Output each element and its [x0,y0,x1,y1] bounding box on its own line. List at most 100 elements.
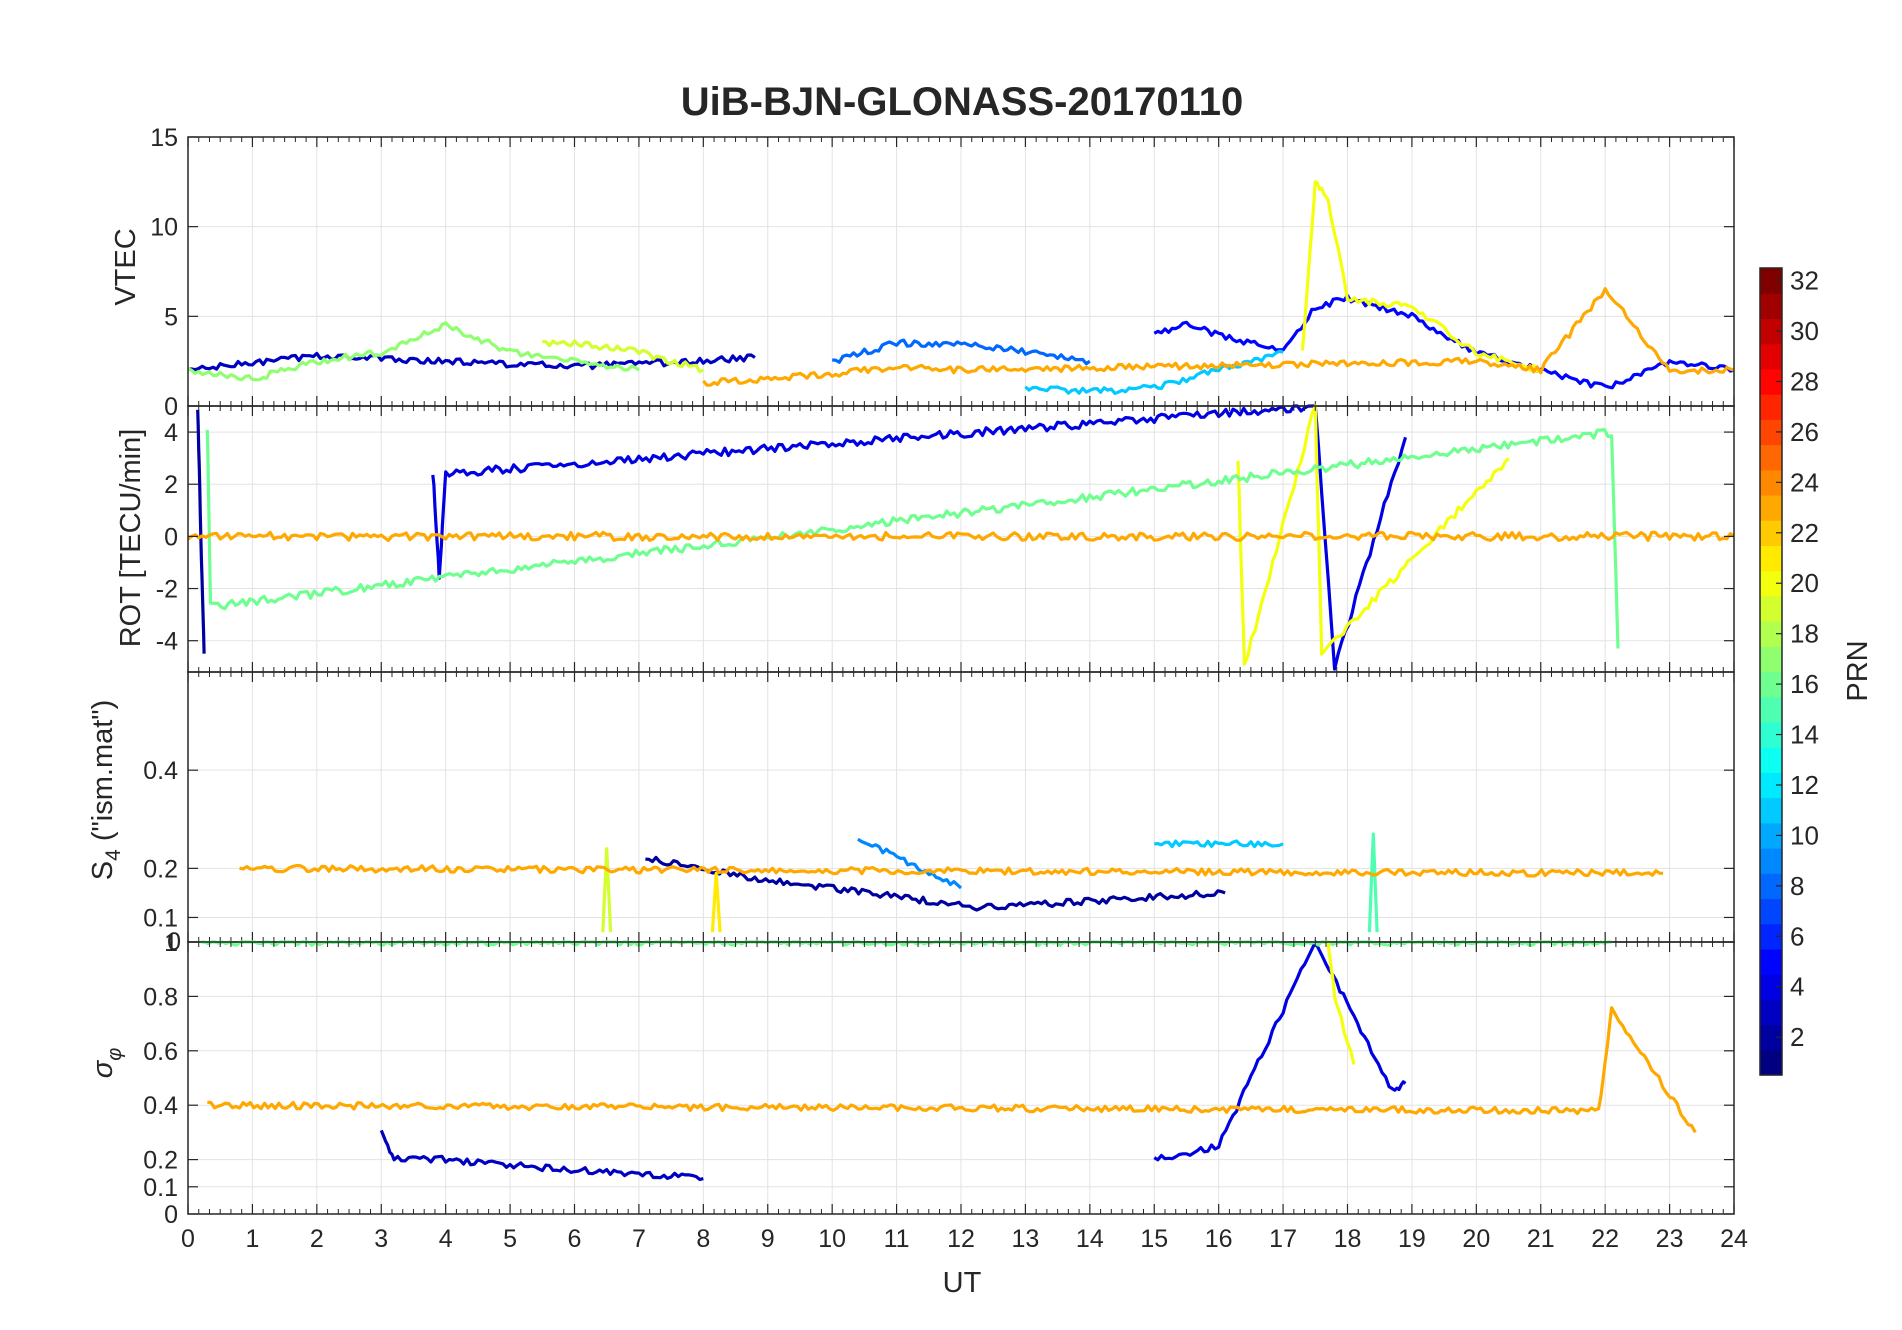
rot-ytick-labels: -4 -2 0 2 4 [156,419,178,656]
sigma-phi-y-label-subscript: φ [104,1048,126,1061]
colorbar-tick-label: 22 [1790,518,1819,548]
colorbar-tick-label: 4 [1790,972,1804,1002]
x-tick-label: 23 [1656,1225,1684,1253]
vtec-series-prn-3 [187,351,756,372]
sigma-phi-y-label-main: σ [87,1059,119,1078]
s4-y-label: S4 ("ism.mat") [87,700,125,881]
rot-series-prn-23 [187,530,1735,542]
x-tick-label: 6 [568,1225,582,1253]
x-tick-label: 13 [1012,1225,1040,1253]
rot-panel: -4 -2 0 2 4 ROT [TECU/min] [115,404,1735,673]
s4-y-label-rest: ("ism.mat") [87,700,119,849]
x-tick-label: 20 [1462,1225,1490,1253]
colorbar-tick-label: 26 [1790,417,1819,447]
colorbar-tick-label: 12 [1790,770,1819,800]
chart-title: UiB-BJN-GLONASS-20170110 [681,80,1243,124]
colorbar-tick-label: 24 [1790,467,1819,497]
colorbar-label: PRN [1842,640,1874,701]
sig-ytick-label: 1 [164,929,178,957]
x-tick-label: 18 [1334,1225,1362,1253]
vtec-ytick-label: 0 [164,393,178,421]
colorbar-swatch-prn-2 [1760,1024,1782,1051]
sig-ytick-label: 0.1 [143,1174,178,1202]
s4-ytick-label: 0.2 [143,855,178,883]
rot-series-prn-16 [205,428,1620,649]
colorbar-swatch-prn-23 [1760,494,1782,521]
x-tick-label: 22 [1591,1225,1619,1253]
vtec-series-prn-19 [542,339,704,374]
colorbar-tick-label: 10 [1790,820,1819,850]
x-tick-label: 0 [181,1225,195,1253]
x-axis-label: UT [943,1267,982,1299]
colorbar-swatch-prn-30 [1760,318,1782,345]
colorbar-tick-label: 32 [1790,266,1819,296]
colorbar-swatch-prn-11 [1760,797,1782,824]
colorbar-swatch-prn-10 [1760,822,1782,849]
vtec-series-prn-17 [187,321,640,382]
x-tick-label: 19 [1398,1225,1426,1253]
x-tick-label: 11 [884,1225,910,1253]
vtec-ytick-label: 10 [150,214,178,242]
colorbar-swatch-prn-22 [1760,520,1782,547]
vtec-y-label: VTEC [110,228,142,305]
colorbar-swatch-prn-5 [1760,948,1782,975]
colorbar-swatch-prn-28 [1760,368,1782,395]
rot-series-prn-2 [196,409,206,654]
rot-ticks [187,406,1735,672]
s4-series-prn-21 [710,871,722,933]
rot-ytick-label: 0 [164,523,178,551]
colorbar-tick-label: 8 [1790,871,1804,901]
colorbar-swatch-prn-27 [1760,394,1782,420]
colorbar-swatch-prn-20 [1760,570,1782,597]
colorbar-swatch-prn-21 [1760,545,1782,572]
colorbar-swatch-prn-6 [1760,923,1782,950]
vtec-panel: 0 5 10 15 VTEC [110,124,1735,421]
s4-series-prn-19 [601,847,613,933]
rot-series-prn-4 [431,404,1408,671]
s4-series-group [239,832,1664,933]
x-tick-label: 15 [1140,1225,1168,1253]
sigma-phi-panel: 00.10.20.40.60.81 σφ [87,929,1735,1229]
x-tick-label: 10 [818,1225,846,1253]
sig-ytick-label: 0.8 [143,983,178,1011]
sig-series-prn-4 [1153,940,1407,1162]
rot-ytick-label: 2 [164,471,178,499]
colorbar-swatch-prn-19 [1760,595,1782,622]
colorbar-swatch-prn-16 [1760,671,1782,698]
sigma-phi-ytick-labels: 00.10.20.40.60.81 [143,929,178,1229]
vtec-series-prn-5 [1153,293,1735,390]
rot-series-group [187,404,1735,671]
x-tick-label: 5 [503,1225,517,1253]
sigma-phi-series-group [200,940,1697,1182]
vtec-ytick-label: 15 [150,124,178,152]
colorbar-swatch-prn-1 [1760,1049,1782,1076]
s4-series-prn-23 [239,863,1664,878]
colorbar-swatch-prn-29 [1760,343,1782,370]
s4-series-prn-9 [857,837,963,890]
s4-series-prn-2 [645,855,1226,912]
sigma-phi-y-label: σφ [87,1048,126,1079]
s4-y-label-main: S [87,861,119,880]
x-tick-label: 12 [947,1225,975,1253]
colorbar-swatches [1760,268,1782,1076]
vtec-series-prn-8 [832,338,1091,366]
x-tick-label: 2 [310,1225,324,1253]
x-tick-label: 16 [1205,1225,1233,1253]
rot-ytick-label: 4 [164,419,178,447]
x-tick-label: 17 [1269,1225,1297,1253]
x-tick-label: 14 [1076,1225,1104,1253]
sig-series-prn-16 [200,940,1612,947]
x-tick-label: 1 [245,1225,259,1253]
s4-y-label-subscript: 4 [102,849,125,861]
x-tick-label: 8 [696,1225,710,1253]
x-tick-label: 4 [439,1225,453,1253]
x-tick-label: 9 [761,1225,775,1253]
colorbar-tick-label: 28 [1790,366,1819,396]
vtec-ytick-labels: 0 5 10 15 [150,124,178,421]
vtec-ytick-label: 5 [164,303,178,331]
rot-series-prn-20 [1236,404,1510,666]
s4-ytick-label: 0.1 [143,904,178,932]
colorbar-tick-label: 16 [1790,669,1819,699]
